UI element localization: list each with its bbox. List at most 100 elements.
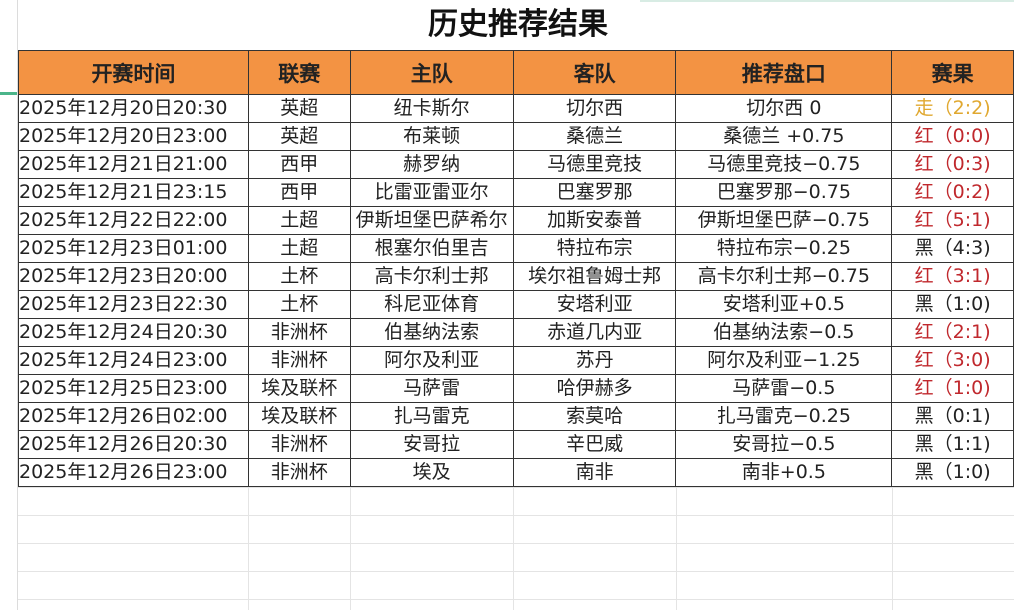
grid-line <box>350 487 351 610</box>
cell-away[interactable]: 哈伊赫多 <box>512 374 677 403</box>
cell-result[interactable]: 红（0:2) <box>891 178 1014 207</box>
table-row: 2025年12月22日22:00 土超 伊斯坦堡巴萨希尔 加斯安泰普 伊斯坦堡巴萨−0.… <box>18 206 1014 235</box>
cell-time[interactable]: 2025年12月24日20:30 <box>18 318 249 347</box>
cell-pick[interactable]: 扎马雷克−0.25 <box>675 402 893 431</box>
cell-away[interactable]: 加斯安泰普 <box>512 206 677 235</box>
cell-time[interactable]: 2025年12月26日20:30 <box>18 430 249 459</box>
cell-away[interactable]: 赤道几内亚 <box>512 318 677 347</box>
cell-pick[interactable]: 特拉布宗−0.25 <box>675 234 893 263</box>
cell-away[interactable]: 巴塞罗那 <box>512 178 677 207</box>
cell-home[interactable]: 比雷亚雷亚尔 <box>349 178 514 207</box>
cell-pick[interactable]: 桑德兰 +0.75 <box>675 122 893 151</box>
cell-league[interactable]: 英超 <box>247 122 351 151</box>
cell-away[interactable]: 南非 <box>512 458 677 487</box>
table-row: 2025年12月26日23:00 非洲杯 埃及 南非 南非+0.5 黑（1:0) <box>18 458 1014 487</box>
cell-league[interactable]: 非洲杯 <box>247 430 351 459</box>
cell-time[interactable]: 2025年12月26日23:00 <box>18 458 249 487</box>
table-row: 2025年12月25日23:00 埃及联杯 马萨雷 哈伊赫多 马萨雷−0.5 红（1:0) <box>18 374 1014 403</box>
cell-home[interactable]: 阿尔及利亚 <box>349 346 514 375</box>
cell-result[interactable]: 红（0:3) <box>891 150 1014 179</box>
cell-away[interactable]: 苏丹 <box>512 346 677 375</box>
cell-home[interactable]: 根塞尔伯里吉 <box>349 234 514 263</box>
cell-time[interactable]: 2025年12月23日20:00 <box>18 262 249 291</box>
cell-away[interactable]: 埃尔祖鲁姆士邦 <box>512 262 677 291</box>
cell-away[interactable]: 切尔西 <box>512 94 677 123</box>
cell-pick[interactable]: 安塔利亚+0.5 <box>675 290 893 319</box>
cell-pick[interactable]: 安哥拉−0.5 <box>675 430 893 459</box>
cell-league[interactable]: 非洲杯 <box>247 458 351 487</box>
cell-time[interactable]: 2025年12月22日22:00 <box>18 206 249 235</box>
cell-away[interactable]: 特拉布宗 <box>512 234 677 263</box>
cell-home[interactable]: 伯基纳法索 <box>349 318 514 347</box>
cell-league[interactable]: 非洲杯 <box>247 346 351 375</box>
cell-home[interactable]: 纽卡斯尔 <box>349 94 514 123</box>
table-row: 2025年12月23日22:30 土杯 科尼亚体育 安塔利亚 安塔利亚+0.5 黑（1:0… <box>18 290 1014 319</box>
cell-home[interactable]: 扎马雷克 <box>349 402 514 431</box>
cell-time[interactable]: 2025年12月26日02:00 <box>18 402 249 431</box>
header-league[interactable]: 联赛 <box>247 50 351 95</box>
cell-pick[interactable]: 巴塞罗那−0.75 <box>675 178 893 207</box>
cell-home[interactable]: 赫罗纳 <box>349 150 514 179</box>
cell-away[interactable]: 索莫哈 <box>512 402 677 431</box>
cell-pick[interactable]: 伊斯坦堡巴萨−0.75 <box>675 206 893 235</box>
cell-away[interactable]: 辛巴威 <box>512 430 677 459</box>
selection-marker <box>640 0 1014 2</box>
cell-pick[interactable]: 阿尔及利亚−1.25 <box>675 346 893 375</box>
cell-pick[interactable]: 切尔西 0 <box>675 94 893 123</box>
cell-league[interactable]: 土杯 <box>247 290 351 319</box>
cell-league[interactable]: 土超 <box>247 206 351 235</box>
cell-home[interactable]: 伊斯坦堡巴萨希尔 <box>349 206 514 235</box>
header-time[interactable]: 开赛时间 <box>18 50 249 95</box>
cell-home[interactable]: 科尼亚体育 <box>349 290 514 319</box>
cell-league[interactable]: 英超 <box>247 94 351 123</box>
table-row: 2025年12月21日21:00 西甲 赫罗纳 马德里竞技 马德里竞技−0.75 红（0:… <box>18 150 1014 179</box>
cell-league[interactable]: 西甲 <box>247 150 351 179</box>
cell-pick[interactable]: 南非+0.5 <box>675 458 893 487</box>
cell-league[interactable]: 埃及联杯 <box>247 402 351 431</box>
cell-league[interactable]: 西甲 <box>247 178 351 207</box>
cell-away[interactable]: 桑德兰 <box>512 122 677 151</box>
cell-league[interactable]: 土超 <box>247 234 351 263</box>
cell-home[interactable]: 布莱顿 <box>349 122 514 151</box>
cell-pick[interactable]: 马萨雷−0.5 <box>675 374 893 403</box>
cell-time[interactable]: 2025年12月21日23:15 <box>18 178 249 207</box>
cell-result[interactable]: 黑（4:3) <box>891 234 1014 263</box>
cell-time[interactable]: 2025年12月23日22:30 <box>18 290 249 319</box>
cell-away[interactable]: 马德里竞技 <box>512 150 677 179</box>
cell-league[interactable]: 非洲杯 <box>247 318 351 347</box>
cell-home[interactable]: 马萨雷 <box>349 374 514 403</box>
header-away[interactable]: 客队 <box>512 50 677 95</box>
cell-pick[interactable]: 马德里竞技−0.75 <box>675 150 893 179</box>
cell-result[interactable]: 红（2:1) <box>891 318 1014 347</box>
cell-result[interactable]: 红（3:0) <box>891 346 1014 375</box>
cell-time[interactable]: 2025年12月24日23:00 <box>18 346 249 375</box>
cell-home[interactable]: 高卡尔利士邦 <box>349 262 514 291</box>
table-row: 2025年12月20日20:30 英超 纽卡斯尔 切尔西 切尔西 0 走（2:2) <box>18 94 1014 123</box>
cell-league[interactable]: 土杯 <box>247 262 351 291</box>
cell-away[interactable]: 安塔利亚 <box>512 290 677 319</box>
cell-home[interactable]: 埃及 <box>349 458 514 487</box>
cell-time[interactable]: 2025年12月21日21:00 <box>18 150 249 179</box>
cell-result[interactable]: 红（1:0) <box>891 374 1014 403</box>
cell-result[interactable]: 红（3:1) <box>891 262 1014 291</box>
cell-result[interactable]: 黑（1:0) <box>891 458 1014 487</box>
cell-league[interactable]: 埃及联杯 <box>247 374 351 403</box>
cell-time[interactable]: 2025年12月23日01:00 <box>18 234 249 263</box>
header-result[interactable]: 赛果 <box>891 50 1014 95</box>
cell-home[interactable]: 安哥拉 <box>349 430 514 459</box>
header-pick[interactable]: 推荐盘口 <box>675 50 893 95</box>
cell-time[interactable]: 2025年12月20日23:00 <box>18 122 249 151</box>
cell-result[interactable]: 黑（1:0) <box>891 290 1014 319</box>
cell-result[interactable]: 黑（1:1) <box>891 430 1014 459</box>
table-row: 2025年12月26日02:00 埃及联杯 扎马雷克 索莫哈 扎马雷克−0.25 黑（0:… <box>18 402 1014 431</box>
cell-pick[interactable]: 伯基纳法索−0.5 <box>675 318 893 347</box>
table-row: 2025年12月23日01:00 土超 根塞尔伯里吉 特拉布宗 特拉布宗−0.25 黑（4… <box>18 234 1014 263</box>
cell-time[interactable]: 2025年12月20日20:30 <box>18 94 249 123</box>
cell-pick[interactable]: 高卡尔利士邦−0.75 <box>675 262 893 291</box>
cell-result[interactable]: 红（0:0) <box>891 122 1014 151</box>
cell-result[interactable]: 走（2:2) <box>891 94 1014 123</box>
cell-result[interactable]: 红（5:1) <box>891 206 1014 235</box>
cell-result[interactable]: 黑（0:1) <box>891 402 1014 431</box>
header-home[interactable]: 主队 <box>349 50 514 95</box>
cell-time[interactable]: 2025年12月25日23:00 <box>18 374 249 403</box>
